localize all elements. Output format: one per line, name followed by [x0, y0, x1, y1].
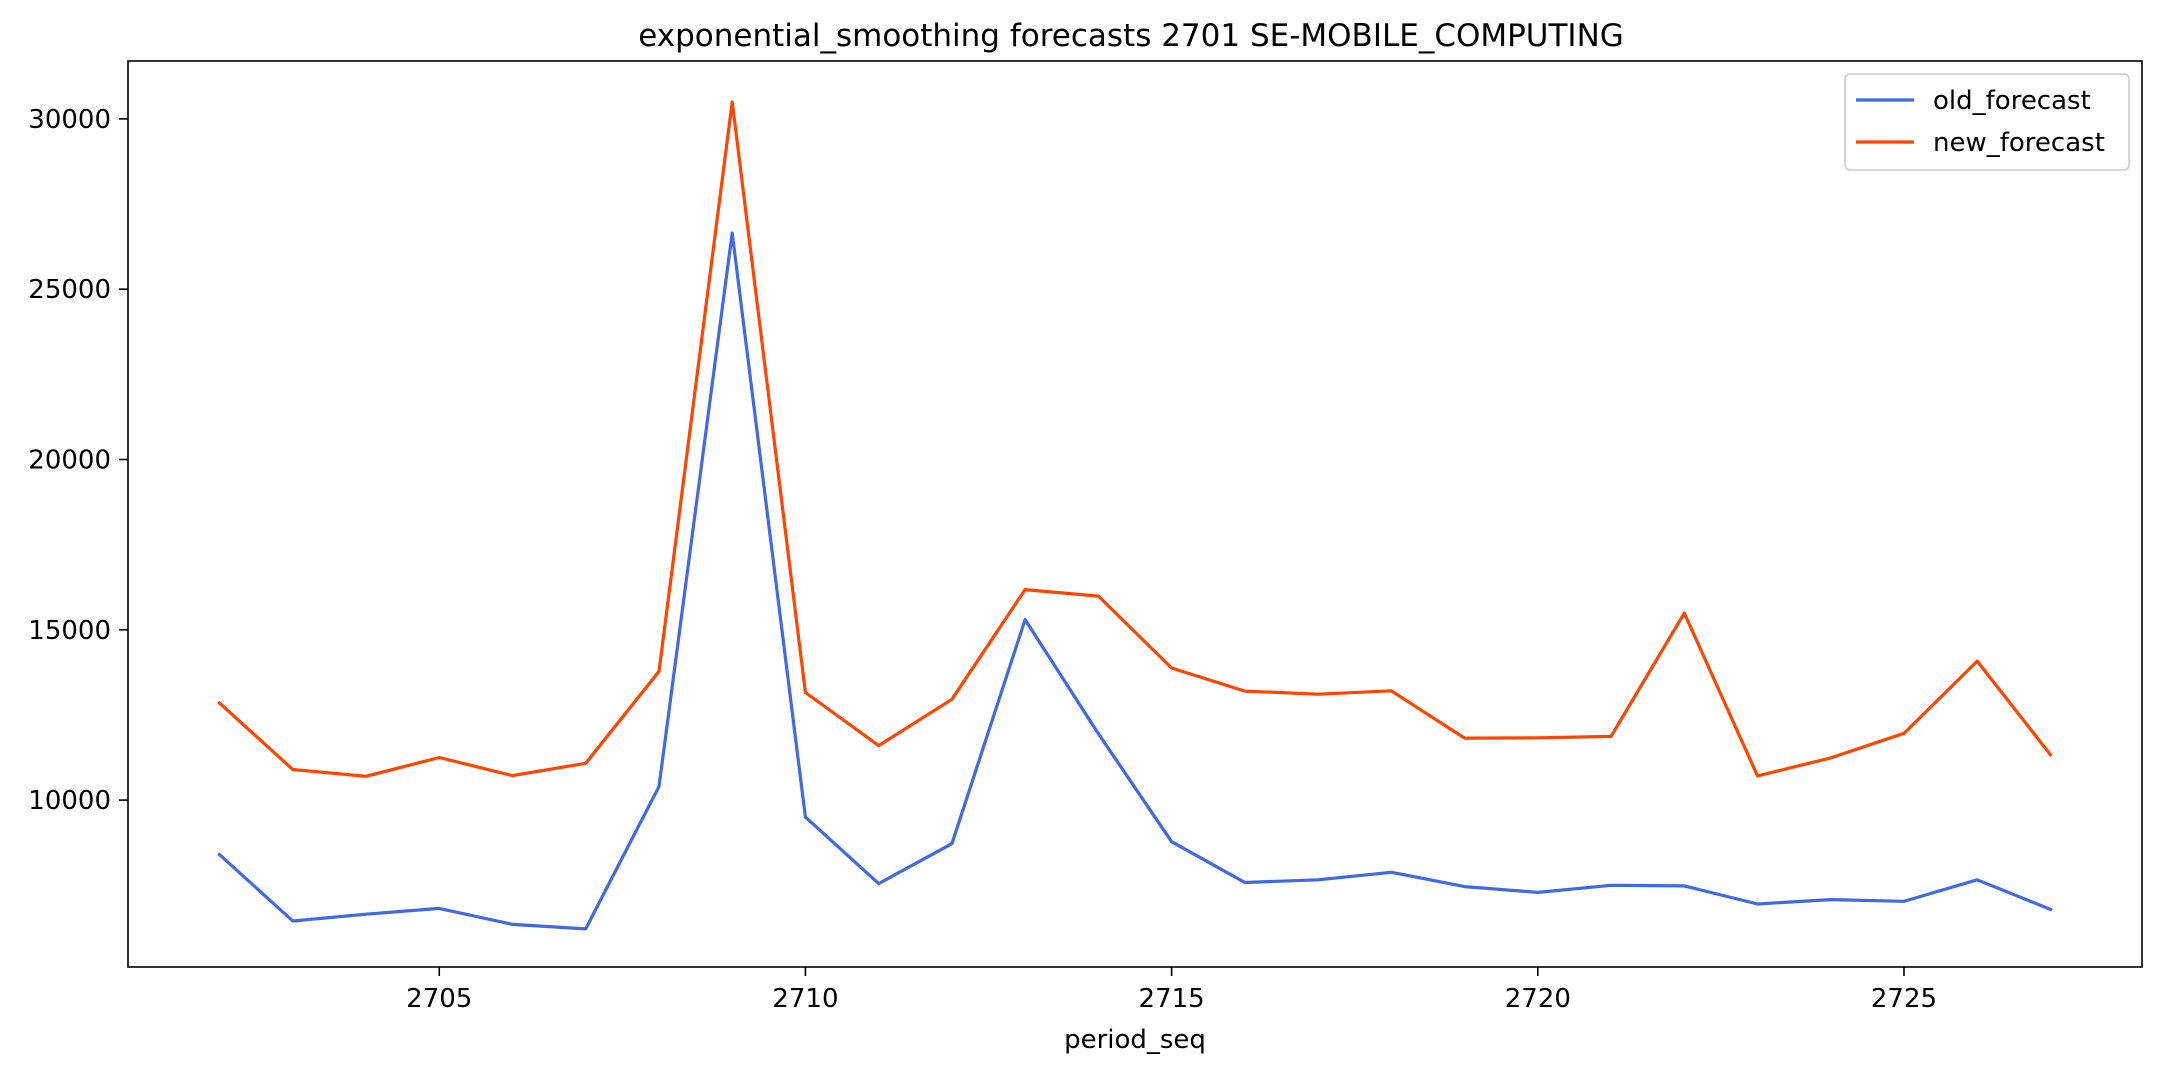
- series-lines: [217, 100, 2053, 931]
- x-axis: 2705 2710 2715 2720 2725: [406, 967, 1937, 1014]
- y-tick-label: 15000: [28, 616, 111, 646]
- x-tick-label: 2710: [772, 984, 838, 1014]
- series-line-old-forecast: [217, 231, 2053, 931]
- chart-title: exponential_smoothing forecasts 2701 SE-…: [638, 18, 1624, 54]
- y-tick-label: 25000: [28, 275, 111, 305]
- legend: old_forecast new_forecast: [1844, 73, 2130, 171]
- series-line-new-forecast: [217, 100, 2053, 778]
- x-tick-label: 2725: [1871, 984, 1937, 1014]
- legend-entry-label: old_forecast: [1933, 86, 2091, 116]
- plot-area-frame: [127, 60, 2143, 968]
- x-tick-label: 2705: [406, 984, 472, 1014]
- legend-entry-label: new_forecast: [1933, 128, 2105, 158]
- x-axis-label: period_seq: [1064, 1025, 1206, 1055]
- y-axis: 10000 15000 20000 25000 30000: [28, 105, 128, 816]
- y-tick-label: 10000: [28, 786, 111, 816]
- x-tick-label: 2720: [1505, 984, 1571, 1014]
- y-tick-label: 30000: [28, 105, 111, 135]
- y-tick-label: 20000: [28, 446, 111, 476]
- x-tick-label: 2715: [1139, 984, 1205, 1014]
- legend-box: [1844, 73, 2130, 171]
